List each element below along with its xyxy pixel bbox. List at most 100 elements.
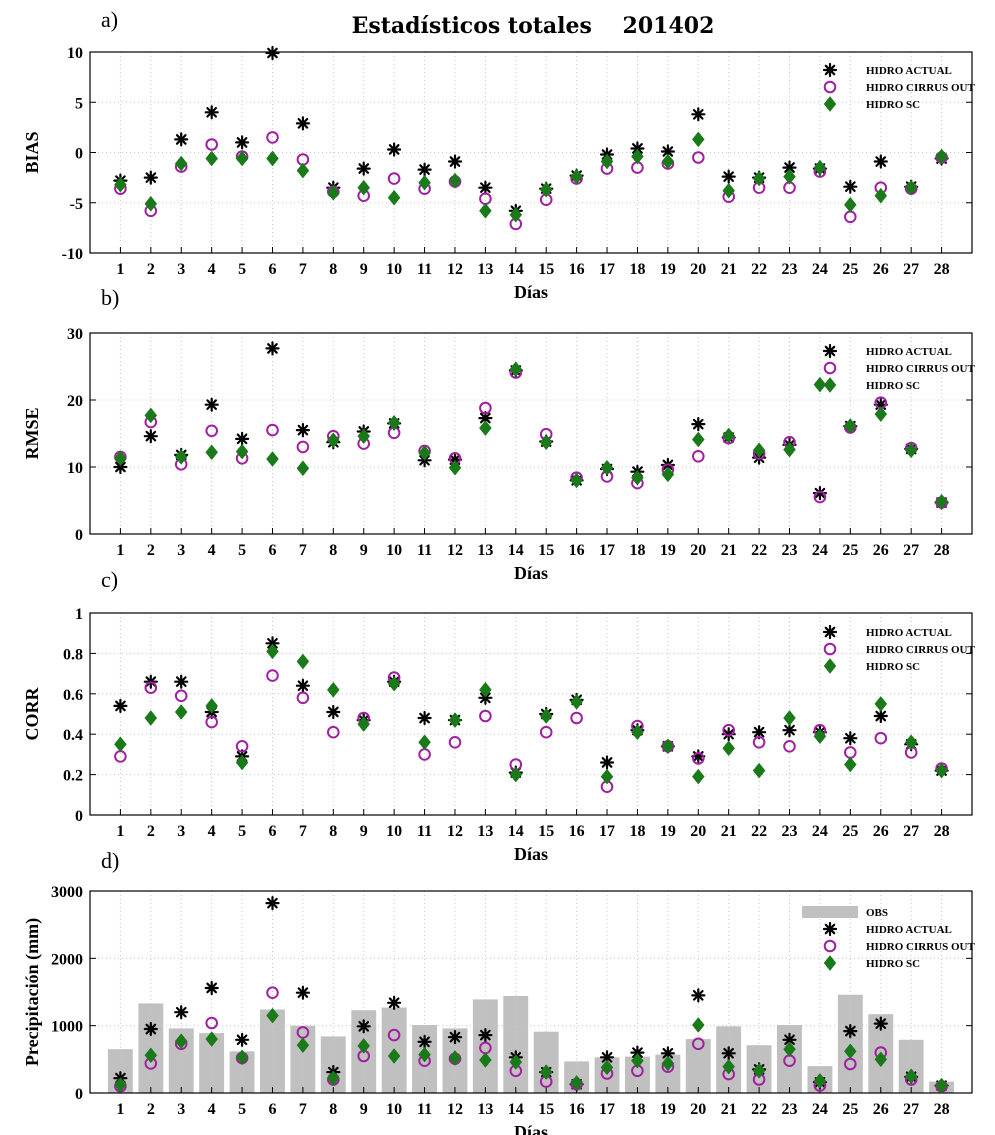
- point-asterisk: [782, 723, 797, 738]
- x-tick-label: 1: [116, 823, 124, 840]
- x-tick-label: 27: [903, 542, 919, 559]
- y-tick-label: 10: [67, 460, 83, 477]
- legend-label-actual: HIDRO ACTUAL: [866, 627, 952, 639]
- x-tick-label: 2: [147, 261, 155, 278]
- x-axis-label: Días: [514, 282, 548, 302]
- point-circle: [266, 986, 279, 1000]
- point-circle: [479, 709, 492, 723]
- legend-label-cirrus: HIDRO CIRRUS OUT: [866, 363, 975, 375]
- point-diamond: [144, 710, 158, 726]
- point-diamond: [661, 466, 675, 483]
- point-asterisk: [204, 105, 219, 120]
- x-tick-label: 17: [599, 823, 615, 840]
- point-diamond: [752, 170, 766, 187]
- legend-label-cirrus: HIDRO CIRRUS OUT: [866, 644, 975, 656]
- point-asterisk: [204, 397, 219, 412]
- point-diamond: [661, 153, 675, 170]
- point-diamond: [722, 1058, 736, 1075]
- x-tick-label: 17: [599, 542, 615, 559]
- x-tick-label: 26: [873, 1101, 889, 1118]
- point-asterisk: [174, 1005, 189, 1020]
- point-diamond: [935, 148, 948, 165]
- legend-swatch-obs: [802, 906, 858, 918]
- x-tick-label: 11: [417, 1101, 432, 1118]
- point-asterisk: [660, 1046, 676, 1061]
- x-tick-label: 6: [268, 1101, 276, 1118]
- point-diamond: [904, 442, 918, 459]
- point-asterisk: [265, 895, 280, 911]
- point-diamond: [539, 181, 553, 198]
- point-diamond: [387, 414, 401, 431]
- point-asterisk: [204, 980, 219, 996]
- y-tick-label: 0.2: [63, 768, 83, 785]
- point-diamond: [114, 176, 127, 193]
- point-asterisk: [113, 698, 128, 714]
- legend: HIDRO ACTUAL HIDRO CIRRUS OUT HIDRO SC: [822, 624, 975, 674]
- legend: HIDRO ACTUAL HIDRO CIRRUS OUT HIDRO SC: [822, 62, 975, 112]
- point-diamond: [843, 1043, 857, 1060]
- point-diamond: [387, 1048, 401, 1064]
- point-diamond: [509, 766, 523, 783]
- point-diamond: [357, 716, 371, 733]
- point-diamond: [570, 472, 583, 489]
- point-diamond: [144, 1047, 158, 1064]
- point-asterisk: [113, 459, 128, 475]
- point-diamond: [418, 444, 431, 461]
- x-axis-label: Días: [514, 1122, 548, 1135]
- point-circle: [266, 669, 279, 682]
- series-asterisk: [113, 45, 949, 218]
- point-diamond: [235, 754, 249, 771]
- legend-label-actual: HIDRO ACTUAL: [866, 924, 952, 936]
- point-asterisk: [599, 755, 615, 770]
- point-diamond: [813, 1072, 827, 1089]
- x-tick-label: 24: [812, 1101, 828, 1118]
- y-tick-label: 0.6: [63, 687, 83, 704]
- point-diamond: [661, 1055, 675, 1072]
- point-diamond: [205, 444, 219, 461]
- point-diamond: [479, 1052, 492, 1068]
- point-diamond: [296, 460, 310, 477]
- point-diamond: [387, 675, 401, 692]
- x-tick-label: 22: [751, 1101, 767, 1118]
- x-tick-label: 3: [177, 823, 185, 840]
- x-tick-label: 18: [629, 542, 645, 559]
- point-circle: [752, 736, 766, 749]
- point-diamond: [205, 150, 219, 167]
- x-tick-label: 18: [629, 261, 645, 278]
- point-circle: [692, 151, 705, 164]
- x-tick-label: 22: [751, 261, 767, 278]
- x-tick-label: 21: [721, 1101, 737, 1118]
- point-asterisk: [417, 1034, 432, 1049]
- x-tick-label: 16: [569, 1101, 585, 1118]
- x-tick-label: 10: [386, 1101, 402, 1118]
- point-asterisk: [295, 985, 310, 1000]
- point-diamond: [570, 1074, 583, 1091]
- x-tick-label: 11: [417, 261, 432, 278]
- point-diamond: [722, 182, 736, 199]
- point-asterisk: [356, 1019, 371, 1034]
- legend-marker-asterisk: [822, 343, 838, 359]
- x-tick-label: 7: [299, 823, 307, 840]
- point-diamond: [904, 179, 918, 196]
- point-asterisk: [447, 1029, 463, 1045]
- x-tick-label: 3: [177, 542, 185, 559]
- point-diamond: [326, 432, 340, 449]
- point-asterisk: [143, 429, 158, 444]
- legend: OBS HIDRO ACTUAL HIDRO CIRRUS OUT HIDRO SC: [802, 906, 975, 971]
- x-tick-label: 21: [721, 261, 737, 278]
- point-diamond: [205, 1031, 219, 1048]
- point-diamond: [479, 420, 492, 437]
- point-diamond: [235, 1049, 249, 1066]
- x-tick-label: 22: [751, 542, 767, 559]
- legend-label-sc: HIDRO SC: [866, 661, 920, 673]
- point-diamond: [448, 172, 462, 189]
- point-diamond: [144, 195, 158, 212]
- point-diamond: [174, 704, 188, 720]
- point-asterisk: [721, 1046, 736, 1061]
- point-asterisk: [691, 988, 706, 1003]
- point-circle: [296, 440, 310, 454]
- point-diamond: [448, 459, 462, 476]
- x-tick-label: 10: [386, 261, 402, 278]
